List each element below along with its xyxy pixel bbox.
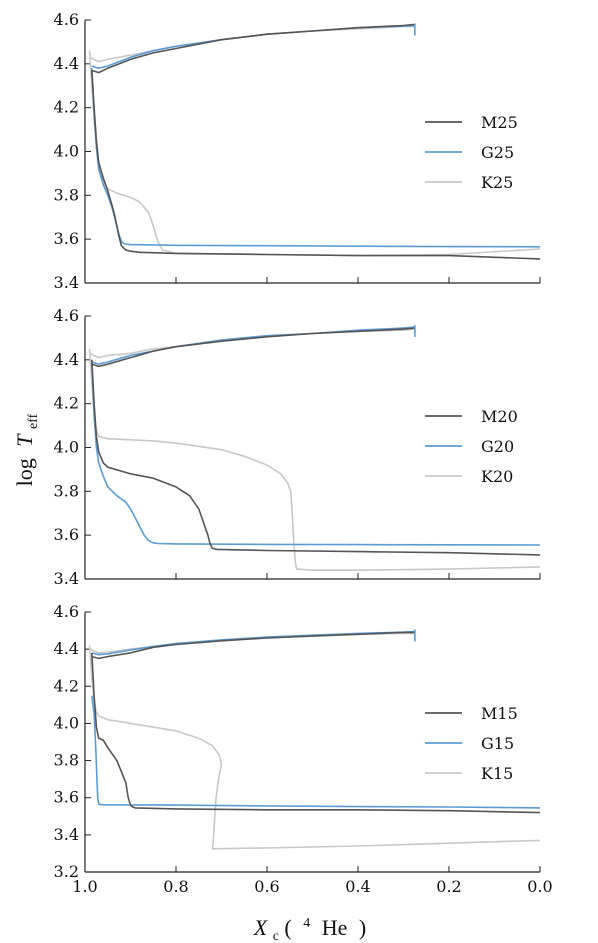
y-tick-label: 4.6 <box>54 602 79 621</box>
y-tick-label: 3.4 <box>54 825 79 844</box>
series-line-g25 <box>91 68 541 248</box>
series-line-m25-main-sequence <box>91 23 415 74</box>
y-tick-label: 3.4 <box>54 569 79 588</box>
legend-label: K15 <box>481 764 513 783</box>
y-axis-title-var: T <box>12 433 37 447</box>
legend-label: G20 <box>481 437 514 456</box>
series-line-k15-main-sequence <box>89 632 415 654</box>
y-axis-title-sub: eff <box>26 413 41 429</box>
legend-label: M20 <box>481 407 518 426</box>
series-line-m15 <box>91 652 541 814</box>
y-tick-label: 4.6 <box>54 306 79 325</box>
legend-label: K20 <box>481 467 513 486</box>
series-line-g20 <box>91 359 541 546</box>
series-line-k15 <box>88 645 541 850</box>
y-tick-label: 3.4 <box>54 273 79 292</box>
series-line-g25-main-sequence <box>91 24 415 69</box>
x-tick-label: 0.0 <box>527 877 552 896</box>
legend: M25 G25 K25 <box>425 113 518 192</box>
x-axis-title-open: ( <box>284 915 291 940</box>
legend: M20 G20 K20 <box>425 407 518 486</box>
panels: 3.4 3.6 3.8 4.0 4.2 4.4 4.6 M25 G25 K25 3.4 3.6 3.8 4… <box>54 10 553 896</box>
series-line-m20 <box>91 359 541 556</box>
legend-label: G15 <box>481 734 514 753</box>
y-tick-label: 4.2 <box>54 98 79 117</box>
y-tick-label: 4.4 <box>54 639 79 658</box>
series-line-m25 <box>91 70 541 260</box>
series-line-k20 <box>88 348 541 572</box>
y-tick-label: 4.0 <box>54 438 79 457</box>
y-tick-label: 3.6 <box>54 788 79 807</box>
y-tick-label: 3.6 <box>54 525 79 544</box>
y-tick-label: 3.8 <box>54 481 79 500</box>
panel-3: 3.2 3.4 3.6 3.8 4.0 4.2 4.4 4.6 1.0 0.8 0.6 0.4 0.2 0… <box>54 602 553 896</box>
x-axis-title-var: X <box>253 915 269 940</box>
legend: M15 G15 K15 <box>425 704 518 783</box>
y-tick-label: 3.6 <box>54 229 79 248</box>
x-axis-title-sup: 4 <box>303 916 310 931</box>
x-tick-label: 1.0 <box>72 877 97 896</box>
y-tick-label: 4.2 <box>54 394 79 413</box>
y-tick-label: 4.0 <box>54 713 79 732</box>
x-axis-title-elem: He <box>322 915 348 940</box>
panel-1: 3.4 3.6 3.8 4.0 4.2 4.4 4.6 M25 G25 K25 <box>54 10 541 292</box>
x-axis-title: X c ( 4 He ) <box>253 907 366 943</box>
series-line-k25 <box>88 50 541 257</box>
y-tick-label: 3.8 <box>54 751 79 770</box>
y-tick-label: 4.4 <box>54 350 79 369</box>
y-tick-label: 3.8 <box>54 185 79 204</box>
y-axis-title: log T eff <box>12 413 41 486</box>
x-tick-label: 0.2 <box>436 877 461 896</box>
legend-label: K25 <box>481 173 513 192</box>
y-tick-label: 4.4 <box>54 54 79 73</box>
y-tick-label: 4.0 <box>54 142 79 161</box>
series-line-g15 <box>91 695 541 809</box>
x-tick-label: 0.6 <box>254 877 279 896</box>
y-tick-label: 3.2 <box>54 862 79 881</box>
x-tick-label: 0.8 <box>163 877 188 896</box>
x-tick-label: 0.4 <box>345 877 370 896</box>
legend-label: G25 <box>481 143 514 162</box>
y-axis-title-log: log <box>12 458 37 486</box>
legend-label: M25 <box>481 113 518 132</box>
series-line-g20-main-sequence <box>91 326 415 366</box>
y-tick-label: 4.2 <box>54 676 79 695</box>
panel-2: 3.4 3.6 3.8 4.0 4.2 4.4 4.6 M20 G20 K20 <box>54 306 541 588</box>
series-line-m20-main-sequence <box>91 327 415 368</box>
series-line-m15-main-sequence <box>91 631 415 660</box>
y-tick-label: 4.6 <box>54 10 79 29</box>
x-axis-title-sub: c <box>273 929 279 943</box>
legend-label: M15 <box>481 704 518 723</box>
x-axis-title-close: ) <box>359 915 366 940</box>
